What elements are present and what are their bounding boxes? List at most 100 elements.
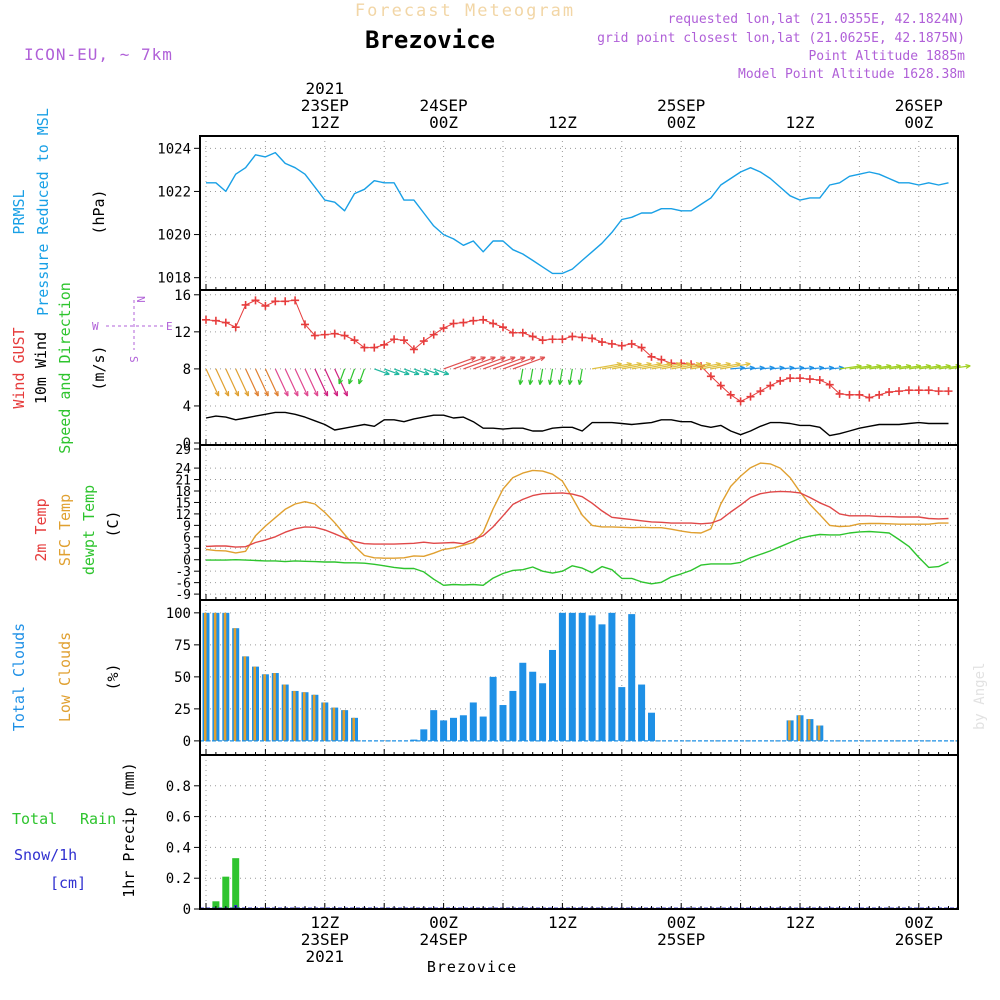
- wind-arrow-head: [358, 378, 363, 385]
- gust-marker: [588, 334, 597, 343]
- x-label-top: 12Z: [310, 113, 339, 132]
- x-label-top: 12Z: [548, 113, 577, 132]
- wind-arrow-head: [577, 379, 583, 385]
- y-tick-label: 18: [175, 485, 191, 500]
- wind-arrow: [453, 356, 486, 370]
- wind-arrow-head: [384, 370, 390, 376]
- wind-arrow: [519, 368, 524, 385]
- wind-arrow: [928, 365, 951, 370]
- wind-arrow-head: [480, 356, 486, 362]
- wind-arrow: [690, 363, 721, 370]
- wind-arrow: [760, 367, 775, 370]
- gust-marker: [390, 335, 399, 344]
- low-cloud-bar: [263, 674, 266, 741]
- wind-arrow-head: [273, 391, 279, 397]
- wind-arrow-head: [965, 363, 971, 369]
- gust-marker: [211, 316, 220, 325]
- wind-arrow: [403, 368, 420, 375]
- total-cloud-bar: [608, 612, 616, 741]
- x-label-top: 00Z: [429, 113, 458, 132]
- wind-arrow-head: [303, 391, 309, 397]
- low-cloud-bar: [312, 694, 316, 741]
- gust-marker: [706, 372, 715, 381]
- gust-marker: [855, 390, 864, 399]
- gust-marker: [221, 318, 230, 327]
- total-cloud-bar: [459, 715, 467, 741]
- wind-arrow: [611, 363, 642, 370]
- pressure-line: [206, 151, 949, 275]
- gust-marker: [360, 343, 369, 352]
- wind-arrow: [740, 367, 755, 370]
- wind-arrow: [809, 367, 824, 370]
- x-label-bottom: 12Z: [310, 913, 339, 932]
- gust-marker: [251, 296, 260, 305]
- y-tick-label: 0.8: [166, 779, 191, 795]
- gust-marker: [499, 323, 507, 332]
- gust-marker: [617, 341, 626, 350]
- low-cloud-bar: [293, 690, 296, 741]
- wind-arrow: [700, 363, 731, 370]
- wind-arrow: [829, 367, 844, 370]
- wind-arrow: [799, 367, 814, 370]
- y-tick-label: 1022: [157, 184, 191, 200]
- wind-arrow: [790, 367, 805, 370]
- wind-arrow: [205, 368, 220, 397]
- x-label-top: 25SEP: [657, 96, 705, 115]
- wind-arrow: [348, 368, 356, 385]
- gust-marker: [409, 345, 418, 354]
- gust-marker: [241, 300, 250, 309]
- wind-arrow: [780, 367, 795, 370]
- wind-arrow: [661, 363, 692, 370]
- wind-arrow: [314, 368, 329, 397]
- gust-marker: [578, 333, 587, 342]
- gust-marker: [746, 392, 755, 401]
- y-tick-label: 1018: [157, 271, 191, 287]
- model-altitude: Model Point Altitude 1628.38m: [738, 67, 965, 82]
- y-tick-label: 24: [175, 462, 191, 477]
- y-tick-label: 1020: [157, 228, 191, 244]
- wind-arrow: [245, 368, 259, 397]
- x-label-bottom: 00Z: [667, 913, 696, 932]
- total-cloud-bar: [549, 649, 556, 741]
- wind-arrow: [710, 363, 741, 370]
- wind-arrow-head: [313, 391, 319, 397]
- gust-marker: [914, 386, 923, 395]
- wind-arrow-head: [234, 391, 240, 397]
- wind-arrow: [568, 368, 573, 385]
- gust-marker: [716, 381, 725, 390]
- low-cloud-bar: [332, 707, 336, 741]
- axis-labels: 10181020102210240481216-9-6-303691215182…: [157, 79, 943, 966]
- y-tick-label: 12: [174, 325, 191, 341]
- y-tick-label: 0: [183, 902, 191, 918]
- gust-marker: [568, 332, 577, 341]
- compass-e: E: [166, 320, 173, 333]
- gust-marker: [449, 319, 458, 328]
- precip-total-label: Total: [12, 810, 57, 828]
- wind-arrow: [889, 365, 911, 370]
- x-label-bottom: 24SEP: [420, 930, 468, 949]
- gust-marker: [459, 318, 468, 327]
- y-tick-label: 15: [175, 496, 191, 511]
- gust-marker: [726, 390, 735, 399]
- wind-label: 10m Wind: [32, 332, 50, 404]
- wind-arrow: [225, 368, 240, 397]
- wind-arrow-head: [293, 391, 299, 397]
- y-tick-label: 21: [175, 474, 191, 489]
- gust-marker: [370, 343, 379, 352]
- gust-marker: [281, 297, 290, 306]
- wind-arrow: [294, 368, 309, 397]
- wind-arrow: [750, 367, 765, 370]
- gust-marker: [637, 343, 646, 352]
- precip-snow-label: Snow/1h: [14, 846, 77, 864]
- gust-marker: [548, 335, 557, 344]
- wind-arrow: [938, 365, 961, 370]
- total-cloud-bar: [509, 690, 517, 741]
- temp-unit: (C): [104, 510, 122, 537]
- wind-arrow-head: [490, 356, 496, 362]
- wind-arrow: [730, 367, 745, 370]
- wind-arrow-head: [557, 379, 563, 385]
- y-tick-label: 0.6: [166, 810, 191, 826]
- gust-marker: [756, 387, 765, 396]
- wind-arrow: [770, 367, 785, 370]
